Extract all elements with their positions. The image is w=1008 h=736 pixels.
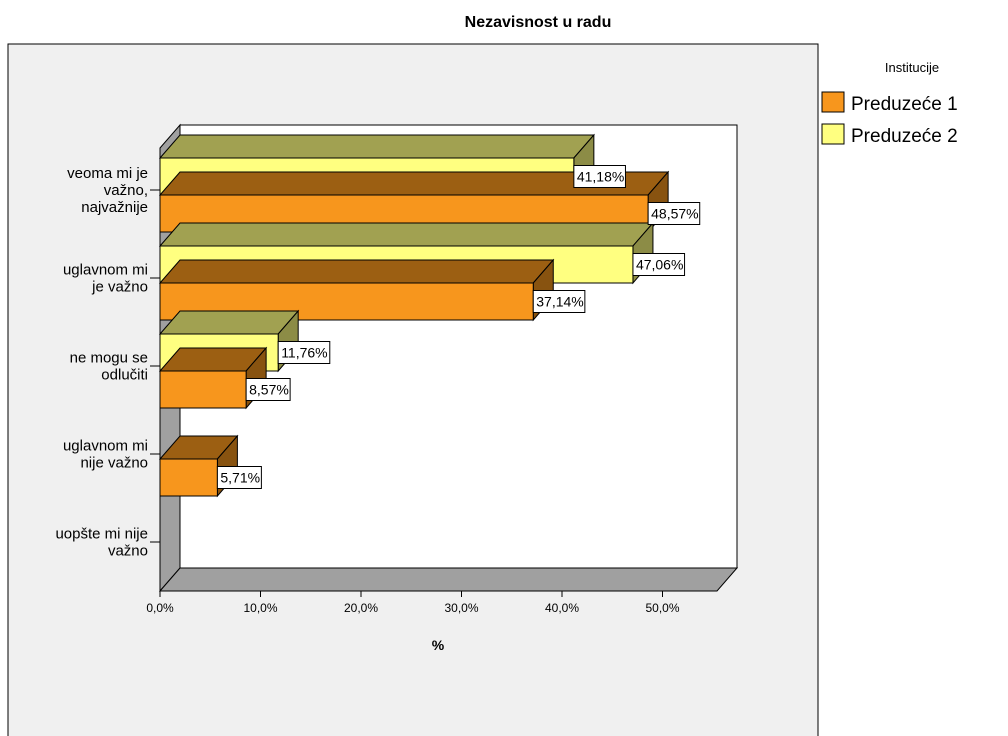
data-label-box (532, 290, 586, 313)
data-label-text: 37,14% (536, 294, 583, 310)
category-label-line: uglavnom mi (63, 262, 148, 279)
data-label-box (632, 253, 686, 276)
legend-label-preduzece-1: Preduzeće 1 (851, 94, 958, 115)
data-label-box (573, 165, 626, 188)
legend: Institucije Preduzeće 1 Preduzeće 2 (821, 60, 958, 147)
data-label-box (277, 341, 331, 364)
bar-top-face (158, 259, 555, 284)
data-label: 37,14% (532, 290, 586, 313)
x-axis: 0,0% 10,0% 20,0% 30,0% 40,0% 50,0% (146, 591, 680, 615)
data-label-text: 41,18% (577, 169, 624, 185)
bar-preduzece-1-ne-mogu-se-odluciti (158, 346, 268, 410)
bar-front-face (159, 370, 247, 409)
category-label-line: najvažnije (81, 199, 148, 216)
data-label-text: 11,76% (281, 345, 327, 361)
data-label-text: 47,06% (636, 257, 683, 273)
data-label: 48,57% (647, 202, 701, 225)
data-label: 41,18% (573, 165, 626, 188)
data-label-text: 8,57% (249, 382, 289, 398)
data-labels: 41,18% 48,57% 47,06% 37,14% 11,76% 8,57% 5,71% (216, 165, 701, 489)
data-label-text: 5,71% (220, 470, 260, 486)
bar-top-face (158, 222, 655, 247)
legend-swatch-preduzece-2 (821, 123, 845, 145)
x-tick-label: 50,0% (645, 601, 679, 615)
x-axis-label: % (432, 637, 445, 653)
category-label-line: nije važno (80, 455, 148, 472)
data-label: 8,57% (245, 378, 291, 401)
x-tick-label: 30,0% (444, 601, 478, 615)
category-label-line: važno (108, 543, 148, 560)
bar-top-face (158, 310, 300, 335)
legend-title: Institucije (885, 60, 939, 75)
legend-swatch-preduzece-1 (821, 91, 845, 113)
bars (158, 133, 670, 498)
floor (158, 567, 739, 592)
legend-label-preduzece-2: Preduzeće 2 (851, 126, 958, 147)
data-label: 11,76% (277, 341, 331, 364)
data-label-box (216, 466, 262, 489)
data-label: 5,71% (216, 466, 262, 489)
x-tick-label: 20,0% (344, 601, 378, 615)
category-label-line: ne mogu se (70, 350, 148, 367)
bar-top-face (158, 134, 595, 159)
category-label-line: važno, (104, 182, 148, 199)
data-label-text: 48,57% (651, 206, 698, 222)
category-label-line: veoma mi je (67, 165, 148, 182)
data-label-box (647, 202, 701, 225)
data-label-box (245, 378, 291, 401)
category-label-line: je važno (91, 279, 148, 296)
x-tick-label: 10,0% (243, 601, 277, 615)
bar-front-face (159, 458, 218, 497)
category-label-line: odlučiti (101, 367, 148, 384)
category-label-line: uopšte mi nije (55, 526, 148, 543)
chart-title: Nezavisnost u radu (465, 14, 612, 31)
category-label-line: uglavnom mi (63, 438, 148, 455)
x-tick-label: 0,0% (146, 601, 174, 615)
data-label: 47,06% (632, 253, 686, 276)
x-tick-label: 40,0% (545, 601, 579, 615)
